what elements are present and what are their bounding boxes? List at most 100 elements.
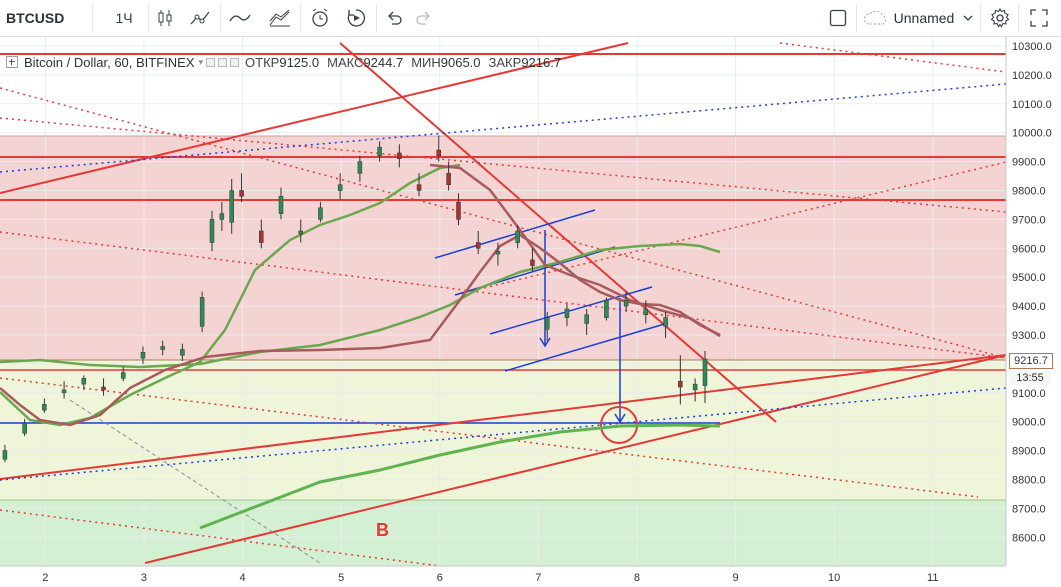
blue-dotted-trendline[interactable] [0, 387, 1007, 481]
price-tick-label: 9600.0 [1012, 243, 1046, 255]
dotted-trendline[interactable] [0, 231, 1007, 359]
candle [584, 314, 589, 324]
flag-channel-line[interactable] [504, 322, 669, 372]
candle [337, 184, 343, 191]
indicators-icon[interactable] [186, 0, 214, 36]
price-tick-label: 10100.0 [1012, 99, 1052, 111]
candle [61, 389, 67, 394]
flag-channel-line[interactable] [434, 209, 596, 259]
open-label: ОТКР [245, 54, 280, 70]
price-tick-label: 10000.0 [1012, 128, 1052, 140]
close-label: ЗАКР [488, 54, 522, 70]
blue-dotted-trendline[interactable] [0, 83, 1007, 173]
candle [209, 219, 215, 243]
drawings[interactable] [0, 42, 1007, 567]
time-tick-label: 3 [141, 572, 147, 584]
collapse-icon[interactable] [6, 56, 18, 68]
grey-dashed-line[interactable] [69, 399, 321, 564]
legend-title[interactable]: Bitcoin / Dollar, 60, BITFINEX [24, 54, 195, 70]
candle [219, 213, 225, 220]
caret-icon[interactable]: ▾ [198, 56, 204, 67]
candle [564, 308, 570, 318]
top-toolbar: BTCUSD 1Ч Unnamed [0, 0, 1061, 37]
price-tick-label: 9000.0 [1012, 417, 1046, 429]
price-tick-label: 9800.0 [1012, 186, 1046, 198]
candle [495, 250, 501, 255]
annotation-label-b: B [376, 520, 389, 540]
candle [475, 242, 481, 249]
candle [121, 372, 126, 379]
dotted-trendline[interactable] [0, 117, 1007, 213]
chevron-down-icon[interactable] [960, 0, 976, 36]
price-axis[interactable] [1006, 37, 1061, 587]
price-tick-label: 8600.0 [1012, 532, 1046, 544]
countdown-tag: 13:55 [1009, 371, 1051, 385]
candle [544, 317, 550, 330]
time-tick-label: 2 [42, 572, 48, 584]
dotted-trendline[interactable] [0, 377, 979, 498]
time-tick-label: 10 [828, 572, 840, 584]
price-tick-label: 10200.0 [1012, 70, 1052, 82]
layout-name-label[interactable]: Unnamed [893, 10, 955, 26]
time-tick-label: 8 [634, 572, 640, 584]
candles-icon[interactable] [152, 0, 178, 36]
time-tick-label: 5 [338, 572, 344, 584]
high-label: МАКС [327, 54, 364, 70]
candle [259, 230, 264, 243]
undo-icon[interactable] [380, 0, 408, 36]
time-tick-label: 4 [240, 572, 246, 584]
low-value: 9065.0 [440, 54, 481, 70]
candle [678, 380, 683, 388]
line-tool-icon[interactable] [226, 0, 254, 36]
close-value: 9216.7 [521, 54, 562, 70]
candle [298, 230, 303, 235]
legend-box-icon[interactable] [218, 57, 228, 67]
price-tick-label: 9300.0 [1012, 330, 1046, 342]
price-tick-label: 8900.0 [1012, 446, 1046, 458]
price-axis-labels: 10300.0 10200.0 10100.0 10000.0 9900.0 9800.0… [1012, 41, 1052, 544]
time-tick-label: 9 [733, 572, 739, 584]
fullscreen-icon[interactable] [1024, 0, 1054, 36]
symbol-search-button[interactable]: BTCUSD [6, 10, 65, 26]
price-chart[interactable]: B 10300.0 10200.0 10100.0 10000.0 9900.0 9800… [0, 37, 1061, 587]
settings-gear-icon[interactable] [986, 0, 1014, 36]
toolbar-divider [92, 4, 93, 32]
channel-trendline[interactable] [0, 354, 1007, 480]
upper-trendline[interactable] [0, 42, 629, 194]
candle [702, 358, 708, 386]
support-trendline[interactable] [144, 354, 1007, 564]
legend-box-icon[interactable] [206, 57, 216, 67]
price-tick-label: 9500.0 [1012, 272, 1046, 284]
candle [180, 349, 185, 356]
redo-icon[interactable] [410, 0, 438, 36]
replay-icon[interactable] [342, 0, 370, 36]
low-label: МИН [411, 54, 441, 70]
price-tick-label: 9100.0 [1012, 388, 1046, 400]
candle [604, 300, 609, 318]
candle [357, 161, 363, 174]
price-tick-label: 9900.0 [1012, 157, 1046, 169]
candle [101, 386, 106, 391]
candle [42, 404, 47, 411]
time-axis[interactable] [0, 566, 1006, 587]
candle [456, 201, 461, 220]
fullscreen-square-icon[interactable] [826, 0, 850, 36]
alert-icon[interactable] [306, 0, 334, 36]
flag-channel-line[interactable] [489, 286, 653, 335]
price-tick-label: 9700.0 [1012, 214, 1046, 226]
dotted-trendline[interactable] [779, 42, 1007, 73]
time-tick-label: 7 [535, 572, 541, 584]
interval-button[interactable]: 1Ч [115, 10, 133, 26]
price-tick-label: 9400.0 [1012, 301, 1046, 313]
chart-legend: Bitcoin / Dollar, 60, BITFINEX ▾ ОТКР 912… [6, 54, 563, 70]
candles [2, 135, 708, 463]
time-axis-labels: 2 3 4 5 6 7 8 9 10 11 [42, 572, 938, 584]
grid [0, 37, 1006, 566]
candle [377, 146, 382, 157]
legend-box-icon[interactable] [230, 57, 240, 67]
dotted-trendline[interactable] [454, 161, 1007, 296]
templates-icon[interactable] [266, 0, 294, 36]
dotted-trendline[interactable] [0, 509, 441, 567]
toolbar-divider [220, 4, 221, 32]
open-value: 9125.0 [279, 54, 320, 70]
